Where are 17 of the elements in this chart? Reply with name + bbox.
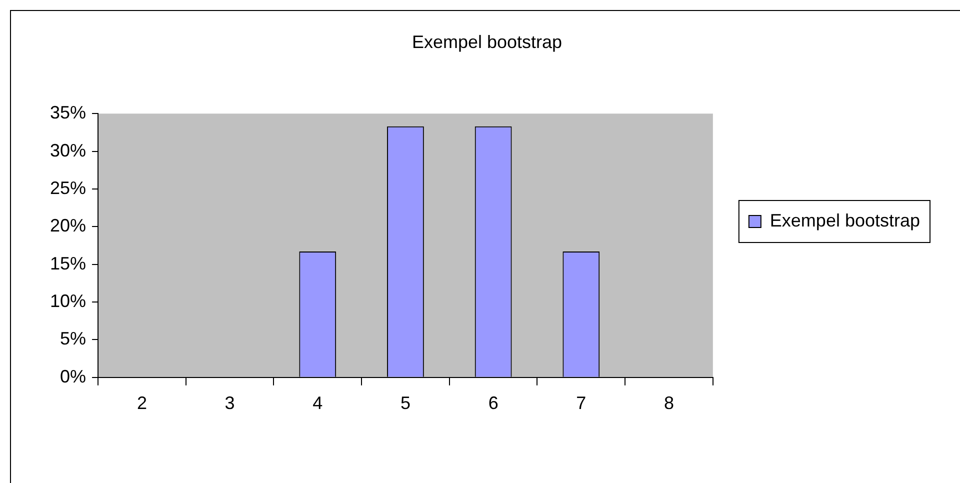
y-tick-label: 35% — [50, 102, 86, 123]
y-tick-label: 0% — [60, 366, 86, 386]
y-tick-label: 20% — [50, 216, 86, 236]
y-tick-label: 25% — [50, 178, 86, 198]
x-tick-label: 7 — [576, 393, 586, 414]
x-tick-label: 3 — [224, 393, 235, 414]
x-tick-label: 4 — [312, 393, 323, 414]
y-tick-label: 5% — [60, 328, 86, 349]
chart-title: Exempel bootstrap — [412, 32, 562, 52]
x-tick-label: 2 — [136, 393, 147, 414]
y-tick-label: 10% — [50, 290, 86, 311]
y-tick-label: 15% — [50, 253, 86, 274]
x-tick-label: 6 — [488, 393, 498, 414]
y-tick-label: 30% — [50, 140, 86, 160]
x-tick-label: 8 — [664, 393, 674, 414]
legend-label: Exempel bootstrap — [770, 210, 920, 230]
x-tick-label: 5 — [400, 393, 410, 414]
